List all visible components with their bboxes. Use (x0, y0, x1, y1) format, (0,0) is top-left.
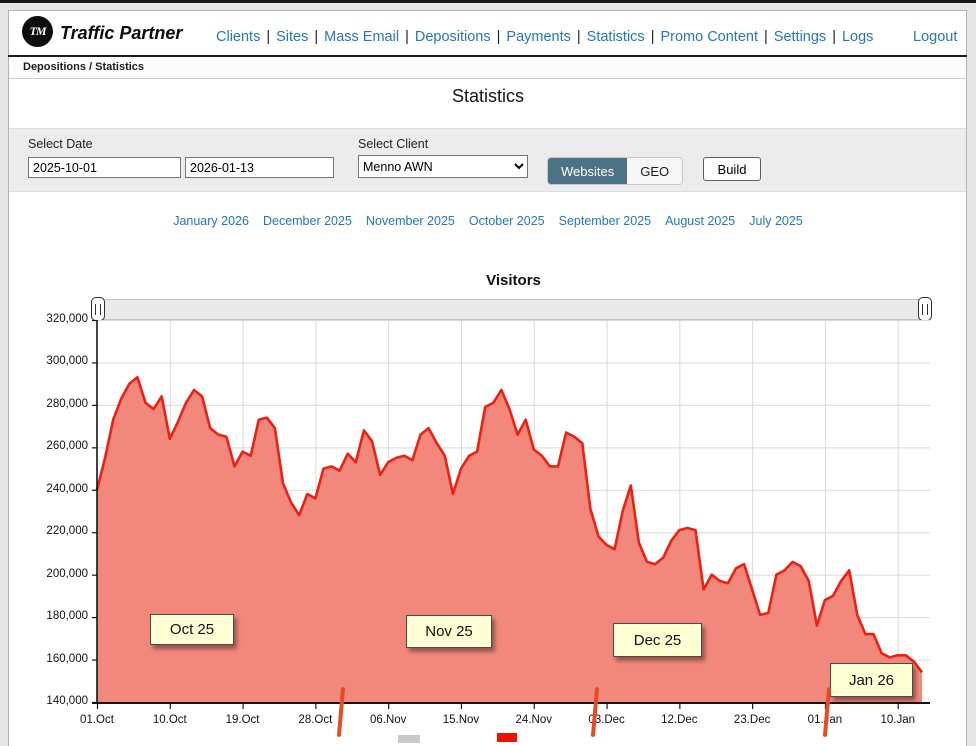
nav-separator: | (405, 29, 409, 45)
x-axis-label: 12.Dec (661, 714, 698, 726)
month-flag-nov-25: Nov 25 (406, 615, 492, 648)
zoom-handle-left[interactable] (91, 297, 105, 321)
report-type-toggle: Websites GEO (547, 157, 684, 185)
nav-separator: | (266, 29, 271, 45)
month-flag-jan-26: Jan 26 (830, 663, 913, 697)
legend-stub-red (497, 733, 517, 742)
websites-toggle-button[interactable]: Websites (548, 158, 628, 184)
y-axis-label: 160,000 (46, 652, 88, 665)
x-axis-label: 01.Oct (80, 714, 114, 726)
top-strip (0, 0, 976, 3)
page-title: Statistics (451, 86, 525, 106)
nav-separator: | (832, 29, 836, 45)
grip-icon (95, 303, 101, 315)
breadcrumb: Depositions / Statistics (23, 61, 145, 73)
month-link-october-2025[interactable]: October 2025 (468, 214, 545, 228)
nav-link-sites[interactable]: Sites (276, 29, 309, 45)
chart-zoom-scrollbar[interactable] (97, 299, 930, 320)
y-axis-label: 140,000 (46, 695, 88, 707)
visitors-series-line (95, 376, 924, 674)
grip-icon (922, 303, 928, 315)
nav-link-logs[interactable]: Logs (841, 29, 874, 45)
area-fill (97, 377, 922, 702)
month-flag-oct-25: Oct 25 (150, 614, 234, 645)
month-link-november-2025[interactable]: November 2025 (365, 214, 455, 228)
nav-link-clients[interactable]: Clients (216, 29, 261, 45)
month-flag-dec-25: Dec 25 (613, 623, 702, 657)
y-axis-label: 220,000 (46, 525, 88, 538)
x-axis-label: 10.Oct (152, 714, 187, 726)
x-axis-label: 15.Nov (442, 714, 480, 726)
x-axis-label: 28.Oct (298, 714, 333, 726)
nav-separator: | (496, 29, 501, 45)
x-axis-label: 19.Oct (225, 714, 260, 726)
brand-logo-icon: TM (22, 16, 53, 47)
nav-link-settings[interactable]: Settings (773, 29, 827, 45)
month-link-august-2025[interactable]: August 2025 (665, 214, 736, 228)
month-quick-links: January 2026 December 2025 November 2025 Oc… (0, 214, 976, 228)
month-link-january-2026[interactable]: January 2026 (173, 214, 249, 228)
zoom-handle-right[interactable] (918, 297, 932, 321)
nav-separator: | (314, 29, 319, 45)
chart-title: Visitors (486, 272, 541, 289)
brand-title: Traffic Partner (60, 23, 183, 43)
geo-toggle-button[interactable]: GEO (627, 158, 683, 184)
nav-link-statistics[interactable]: Statistics (586, 29, 645, 45)
nav-separator: | (764, 29, 768, 45)
select-date-label: Select Date (28, 137, 93, 151)
nav-link-promo-content[interactable]: Promo Content (660, 29, 758, 45)
date-to-input[interactable] (185, 157, 334, 178)
header-divider (8, 55, 967, 57)
y-axis-label: 260,000 (46, 440, 88, 453)
y-axis-label: 280,000 (46, 397, 88, 410)
filter-panel: Select Date Select Client Menno AWN Webs… (9, 128, 966, 192)
build-button[interactable]: Build (703, 157, 761, 181)
select-client-label: Select Client (358, 137, 429, 151)
y-axis-label: 320,000 (46, 313, 88, 325)
visitors-area-chart[interactable] (92, 320, 935, 712)
nav-separator: | (650, 29, 655, 45)
client-select[interactable]: Menno AWN (358, 155, 528, 178)
month-link-september-2025[interactable]: September 2025 (558, 214, 652, 228)
nav-separator: | (576, 29, 581, 45)
legend-stub-gray (398, 735, 420, 743)
y-axis-label: 180,000 (46, 610, 88, 623)
breadcrumb-bar: Depositions / Statistics (9, 57, 966, 79)
y-axis-label: 300,000 (46, 355, 88, 368)
date-from-input[interactable] (28, 157, 181, 178)
x-axis-label: 23.Dec (733, 714, 771, 726)
nav-link-mass-email[interactable]: Mass Email (324, 29, 400, 45)
month-link-december-2025[interactable]: December 2025 (262, 214, 352, 228)
month-link-july-2025[interactable]: July 2025 (749, 214, 803, 228)
x-axis-label: 24.Nov (515, 714, 552, 726)
x-axis-label: 06.Nov (369, 714, 407, 726)
x-axis-label: 03.Dec (588, 714, 625, 726)
logout-link[interactable]: Logout (913, 29, 958, 45)
main-nav: Clients | Sites | Mass Email | Depositions | Pay… (216, 29, 873, 45)
x-axis-label: 10.Jan (880, 714, 915, 726)
y-axis-label: 200,000 (46, 567, 88, 580)
y-axis-label: 240,000 (46, 482, 88, 495)
nav-link-depositions[interactable]: Depositions (414, 29, 491, 45)
nav-link-payments[interactable]: Payments (506, 29, 571, 45)
